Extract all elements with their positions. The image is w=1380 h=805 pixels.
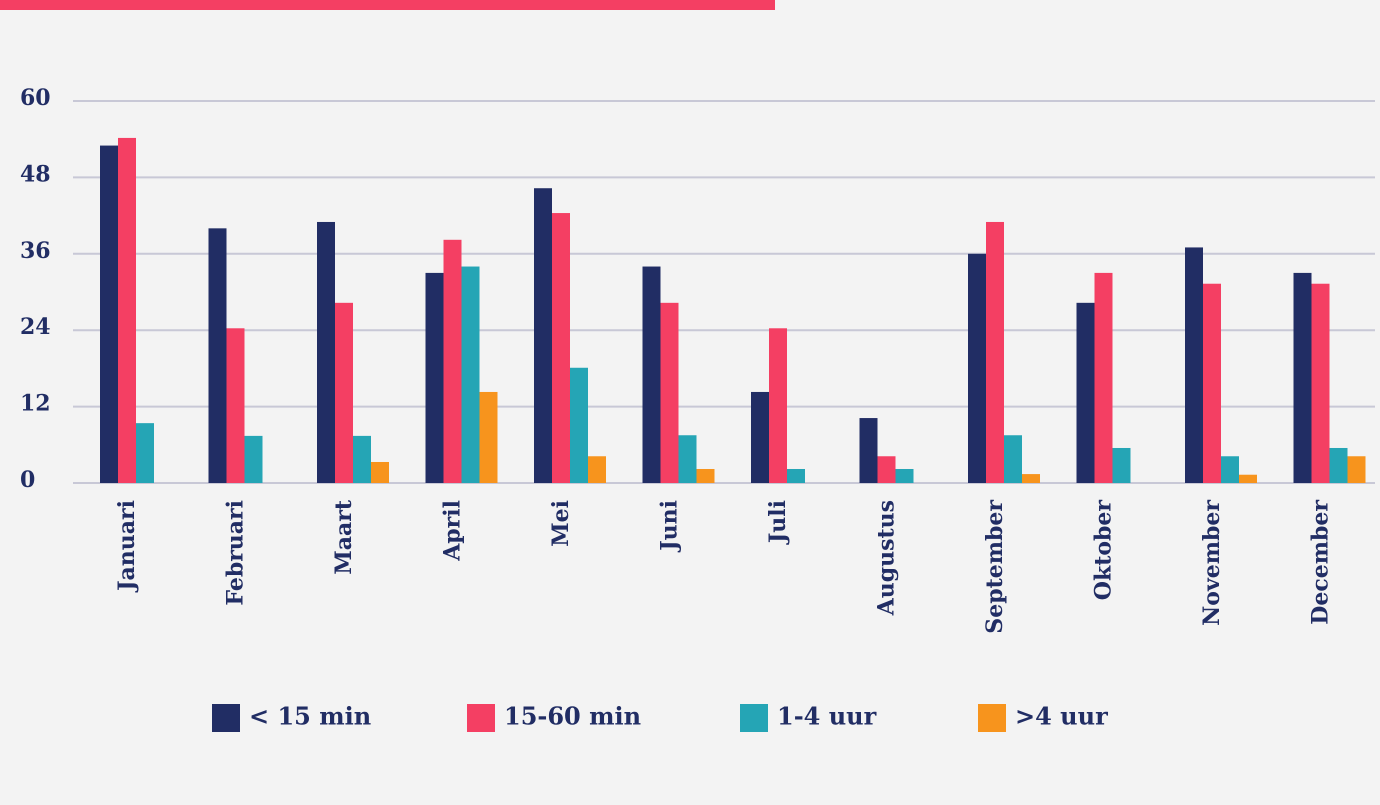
bar xyxy=(1221,456,1239,483)
bar xyxy=(678,435,697,483)
x-tick-label: November xyxy=(1199,500,1225,626)
bar xyxy=(696,468,715,483)
bar xyxy=(208,228,227,483)
x-tick-label: Oktober xyxy=(1091,500,1117,601)
x-tick-label: Juni xyxy=(657,500,683,553)
legend-label: < 15 min xyxy=(249,702,371,731)
bar xyxy=(642,266,661,483)
bar xyxy=(1329,447,1348,483)
bar xyxy=(1022,474,1040,483)
bar xyxy=(1094,272,1113,483)
bar xyxy=(769,328,787,483)
y-tick-label: 12 xyxy=(20,391,51,417)
bar xyxy=(1112,447,1131,483)
title-banner xyxy=(0,0,775,10)
bar xyxy=(1185,247,1203,483)
bar xyxy=(859,418,878,483)
bar xyxy=(1293,272,1312,483)
x-tick-label: Mei xyxy=(548,500,574,547)
bar xyxy=(1076,302,1095,483)
bar xyxy=(461,266,480,483)
bar xyxy=(1311,283,1330,483)
legend-swatch xyxy=(740,704,768,732)
y-tick-label: 24 xyxy=(20,314,51,340)
x-tick-label: September xyxy=(982,500,1008,634)
legend-label: 1-4 uur xyxy=(777,702,877,731)
bar xyxy=(1203,283,1221,483)
bar xyxy=(570,367,588,483)
x-tick-label: April xyxy=(440,500,466,562)
bar xyxy=(1239,474,1257,483)
x-tick-label: Maart xyxy=(331,499,357,574)
bar xyxy=(100,145,118,484)
bar xyxy=(443,239,462,483)
bar xyxy=(968,253,986,483)
y-tick-label: 60 xyxy=(20,85,51,111)
x-tick-label: Februari xyxy=(223,500,249,606)
y-tick-label: 48 xyxy=(20,161,51,187)
legend-label: >4 uur xyxy=(1015,702,1108,731)
bar xyxy=(425,272,444,483)
bar xyxy=(534,188,552,483)
legend-label: 15-60 min xyxy=(504,702,641,731)
bar xyxy=(317,221,335,483)
legend-swatch xyxy=(212,704,240,732)
bar xyxy=(1347,456,1366,483)
x-tick-label: Juli xyxy=(765,500,791,545)
legend-swatch xyxy=(978,704,1006,732)
bar xyxy=(552,213,570,483)
bar xyxy=(588,456,606,483)
x-tick-label: Januari xyxy=(114,500,140,593)
bar xyxy=(226,328,245,483)
bar xyxy=(244,435,263,483)
bar xyxy=(751,391,769,483)
bar xyxy=(371,461,389,483)
bar xyxy=(986,221,1004,483)
bar xyxy=(787,468,805,483)
bar xyxy=(1004,435,1022,483)
bar xyxy=(660,302,679,483)
bar xyxy=(353,435,371,483)
bar xyxy=(136,423,154,483)
y-tick-label: 36 xyxy=(20,238,51,264)
bar xyxy=(335,302,353,483)
y-tick-label: 0 xyxy=(20,467,35,493)
x-tick-label: December xyxy=(1308,500,1334,625)
bar xyxy=(895,468,914,483)
x-tick-label: Augustus xyxy=(874,500,900,616)
bar xyxy=(479,391,498,483)
legend-swatch xyxy=(467,704,495,732)
bar xyxy=(118,137,136,483)
bar xyxy=(877,456,896,483)
